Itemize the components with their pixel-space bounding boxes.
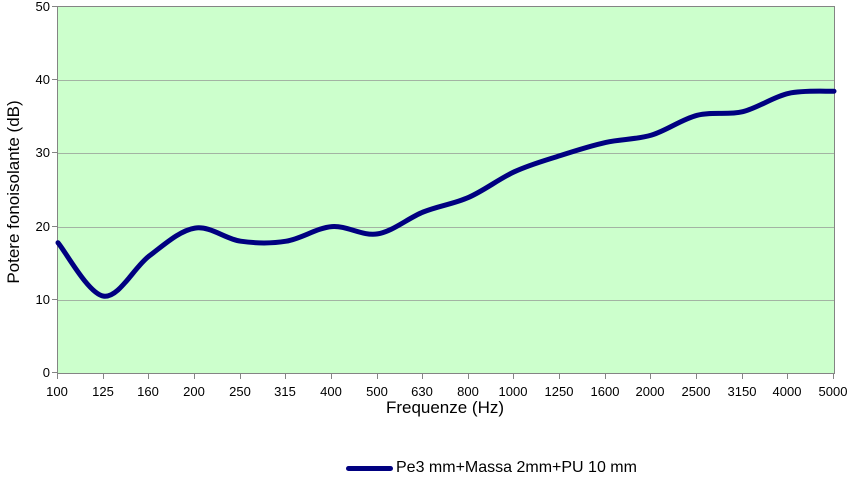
x-tick-label: 315 <box>274 384 296 399</box>
x-tick-label: 1600 <box>590 384 620 399</box>
x-axis-title: Frequenze (Hz) <box>385 398 505 417</box>
y-tick-label: 20 <box>35 219 50 234</box>
x-tick-mark <box>240 373 241 379</box>
x-tick-mark <box>103 373 104 379</box>
x-tick-mark <box>194 373 195 379</box>
x-tick-mark <box>696 373 697 379</box>
x-tick-mark <box>833 373 834 379</box>
x-tick-label: 200 <box>183 384 205 399</box>
y-tick-label: 30 <box>35 145 50 160</box>
x-tick-mark <box>422 373 423 379</box>
gridline-y-20 <box>58 227 834 228</box>
x-tick-label: 160 <box>137 384 159 399</box>
y-tick-label: 0 <box>42 365 50 380</box>
x-tick-mark <box>605 373 606 379</box>
x-tick-mark <box>513 373 514 379</box>
x-tick-mark <box>148 373 149 379</box>
y-tick-mark <box>52 372 57 373</box>
x-tick-label: 100 <box>46 384 68 399</box>
x-tick-label: 1250 <box>544 384 574 399</box>
line-series <box>55 88 837 299</box>
gridline-y-10 <box>58 300 834 301</box>
y-axis-title: Potere fonoisolante (dB) <box>4 100 23 284</box>
x-tick-label: 250 <box>229 384 251 399</box>
x-tick-mark <box>331 373 332 379</box>
x-tick-label: 500 <box>366 384 388 399</box>
x-tick-label: 5000 <box>818 384 848 399</box>
x-tick-label: 630 <box>411 384 433 399</box>
x-tick-label: 4000 <box>772 384 802 399</box>
x-tick-mark <box>285 373 286 379</box>
x-tick-label: 125 <box>92 384 114 399</box>
legend-series-label: Pe3 mm+Massa 2mm+PU 10 mm <box>396 459 637 476</box>
legend-line-marker <box>346 465 393 471</box>
x-tick-mark <box>57 373 58 379</box>
y-tick-label: 50 <box>35 0 50 14</box>
series-path <box>55 88 837 299</box>
x-tick-label: 1000 <box>498 384 528 399</box>
x-tick-label: 2000 <box>635 384 665 399</box>
x-tick-label: 800 <box>457 384 479 399</box>
x-tick-label: 400 <box>320 384 342 399</box>
x-tick-mark <box>468 373 469 379</box>
gridline-y-40 <box>58 80 834 81</box>
y-tick-mark <box>52 299 57 300</box>
y-tick-mark <box>52 6 57 7</box>
x-tick-label: 3150 <box>727 384 757 399</box>
y-tick-mark <box>52 152 57 153</box>
x-tick-label: 2500 <box>681 384 711 399</box>
y-tick-mark <box>52 79 57 80</box>
x-tick-mark <box>559 373 560 379</box>
x-tick-mark <box>742 373 743 379</box>
gridline-y-30 <box>58 153 834 154</box>
legend: Pe3 mm+Massa 2mm+PU 10 mm <box>346 458 637 478</box>
x-tick-mark <box>787 373 788 379</box>
y-tick-label: 10 <box>35 292 50 307</box>
x-tick-mark <box>650 373 651 379</box>
x-tick-mark <box>377 373 378 379</box>
y-tick-label: 40 <box>35 72 50 87</box>
plot-area <box>55 6 837 374</box>
y-tick-mark <box>52 226 57 227</box>
